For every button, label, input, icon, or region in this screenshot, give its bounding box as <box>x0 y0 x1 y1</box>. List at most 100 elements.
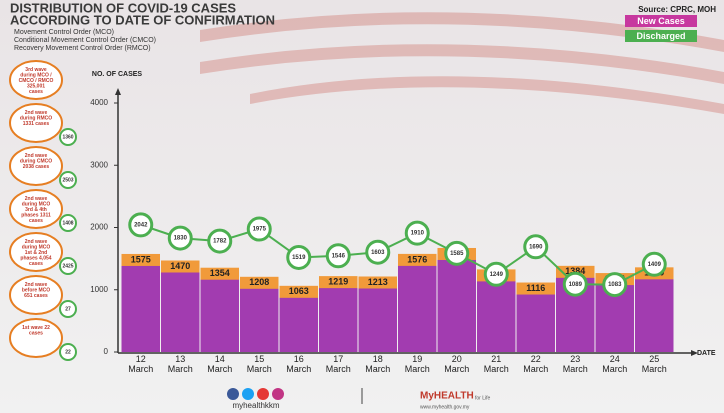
point-label: 1690 <box>529 244 543 250</box>
note: Movement Control Order (MCO) <box>14 29 114 36</box>
legend-swatch <box>625 15 697 27</box>
wave-count: 22 <box>65 349 71 355</box>
wave-label: 1st wave 22 cases <box>22 325 50 337</box>
point-marker <box>325 243 351 269</box>
wave-line: 2nd wave <box>25 110 48 116</box>
x-tick-part: 19 <box>412 354 422 364</box>
point-marker <box>562 271 588 297</box>
x-tick-label: 24 March <box>602 354 627 374</box>
wave-label: 2nd wave during MCO 3rd & 4th phases 1311 ca… <box>21 196 51 224</box>
wave-line: cases <box>29 261 43 267</box>
wave-count-badge <box>59 257 77 275</box>
note: Recovery Movement Control Order (RMCO) <box>14 45 151 52</box>
x-tick-part: 24 <box>610 354 620 364</box>
legend-swatch <box>625 30 697 42</box>
wave-line: during CMCO <box>20 159 52 165</box>
legend-label: New Cases <box>637 16 685 26</box>
x-tick-part: 17 <box>333 354 343 364</box>
x-tick-part: March <box>405 364 430 374</box>
point-label: 1546 <box>332 253 346 259</box>
wave-line: cases <box>29 331 43 337</box>
wave-count: 1408 <box>62 220 73 226</box>
wave-line: cases <box>29 218 43 224</box>
flag-stripes <box>200 12 724 114</box>
x-tick-label: 25 March <box>642 354 667 374</box>
point-marker <box>404 220 430 246</box>
title: DISTRIBUTION OF COVID-19 CASES <box>10 0 236 15</box>
x-tick-label: 13 March <box>168 354 193 374</box>
bar-body <box>240 288 279 352</box>
x-tick-part: March <box>168 364 193 374</box>
x-tick-label: 21 March <box>484 354 509 374</box>
wave-line: phases 4,054 <box>20 256 51 262</box>
wave-line: 2nd wave <box>25 153 48 159</box>
wave-count: 1360 <box>62 134 73 140</box>
point-label: 1910 <box>411 231 425 237</box>
wave-line: phases 1311 <box>21 213 51 219</box>
y-tick-label: 4000 <box>90 98 108 107</box>
x-tick-part: March <box>326 364 351 374</box>
x-tick-part: March <box>484 364 509 374</box>
wave-count-badge <box>59 128 77 146</box>
wave-line: 2038 cases <box>23 164 50 170</box>
bar-body <box>437 259 476 352</box>
x-tick-part: March <box>128 364 153 374</box>
x-tick-part: 13 <box>175 354 185 364</box>
point-marker <box>286 244 312 270</box>
x-tick-label: 12 March <box>128 354 153 374</box>
data-label: 1213 <box>368 277 388 287</box>
x-tick-label: 14 March <box>207 354 232 374</box>
icon <box>227 388 239 400</box>
note: Conditional Movement Control Order (CMCO… <box>14 37 156 44</box>
bar-body <box>121 265 160 352</box>
wave-count-badge <box>59 300 77 318</box>
bar-body <box>161 272 200 352</box>
wave-line: 3rd wave <box>25 67 47 73</box>
x-tick-label: 20 March <box>444 354 469 374</box>
footer: myhealthkkm MyHEALTH for Life www.myheal… <box>227 388 491 410</box>
data-label: 1470 <box>170 261 190 271</box>
icon <box>272 388 284 400</box>
point-label: 1975 <box>253 227 267 233</box>
data-label: 1116 <box>526 283 545 293</box>
data-label: 1354 <box>210 268 230 278</box>
wave-line: before MCO <box>22 288 50 294</box>
wave-line: 1st wave 22 <box>22 325 50 331</box>
wave-count: 2425 <box>62 263 73 269</box>
wave-count-badge <box>59 171 77 189</box>
x-tick-label: 16 March <box>286 354 311 374</box>
y-tick-label: 0 <box>104 347 109 356</box>
wave-badge <box>9 60 63 100</box>
x-tick-part: 15 <box>254 354 264 364</box>
wave-line: 1st & 2nd <box>25 250 48 256</box>
x-tick-part: 20 <box>452 354 462 364</box>
x-axis-label: DATE <box>697 350 716 357</box>
wave-line: 325,001 <box>27 84 45 90</box>
point-label: 1519 <box>292 255 306 261</box>
data-label: 1575 <box>131 254 151 264</box>
x-tick-label: 23 March <box>563 354 588 374</box>
point-label: 1089 <box>569 282 583 288</box>
x-tick-label: 18 March <box>365 354 390 374</box>
x-tick-part: 12 <box>136 354 146 364</box>
wave-line: 651 cases <box>24 293 48 299</box>
x-tick-part: March <box>247 364 272 374</box>
bar-body <box>635 279 674 352</box>
bar-body <box>398 265 437 352</box>
wave-line: during MCO / <box>20 73 52 79</box>
point-marker <box>483 261 509 287</box>
data-label: 1208 <box>249 277 269 287</box>
wave-line: during MCO <box>22 202 51 208</box>
bar-body <box>358 288 397 352</box>
icon <box>257 388 269 400</box>
wave-line: during RMCO <box>20 116 52 122</box>
wave-line: 1331 cases <box>23 121 50 127</box>
bar-body <box>319 288 358 352</box>
x-tick-label: 15 March <box>247 354 272 374</box>
point-label: 1782 <box>213 239 227 245</box>
x-tick-part: 23 <box>570 354 580 364</box>
y-axis-label: NO. OF CASES <box>92 71 143 78</box>
x-tick-part: March <box>444 364 469 374</box>
x-tick-part: March <box>563 364 588 374</box>
bar-body <box>516 294 555 352</box>
